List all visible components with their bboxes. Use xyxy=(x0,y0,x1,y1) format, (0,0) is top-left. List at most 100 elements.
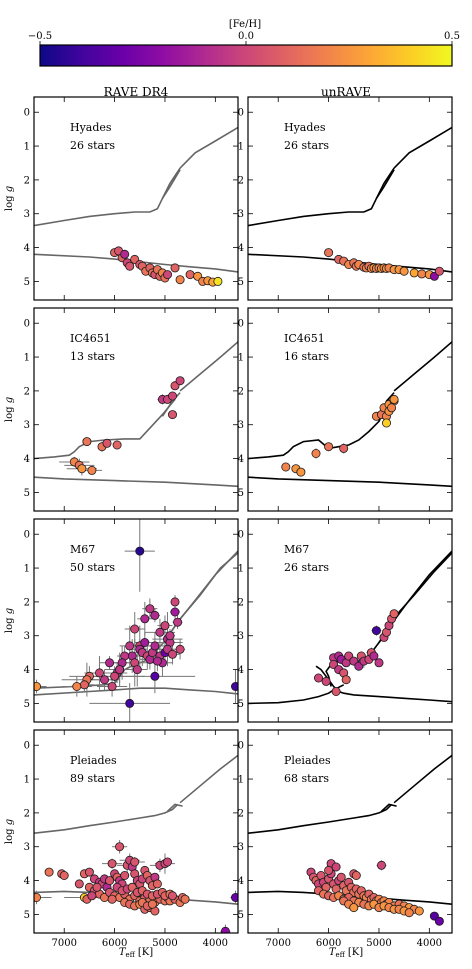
y-tick-label: 3 xyxy=(238,842,244,853)
x-label-symbol: T xyxy=(329,947,337,958)
colorbar: [Fe/H] −0.5 0.0 0.5 xyxy=(28,19,460,67)
star-count: 13 stars xyxy=(70,350,115,363)
y-tick-label: 2 xyxy=(238,175,244,186)
star-point xyxy=(110,671,120,681)
y-tick-label: 5 xyxy=(24,699,30,710)
isochrone-line xyxy=(166,803,183,812)
star-point xyxy=(87,465,97,475)
star-count: 68 stars xyxy=(284,772,329,785)
y-label-log: log xyxy=(4,403,15,422)
y-tick-label: 1 xyxy=(24,775,30,786)
star-point xyxy=(324,865,334,875)
star-point xyxy=(331,687,341,697)
star-point xyxy=(115,665,125,675)
column-title-unrave: unRAVE xyxy=(321,85,371,99)
star-point xyxy=(381,418,391,428)
star-point xyxy=(105,876,115,886)
y-tick-label: 1 xyxy=(24,353,30,364)
star-point xyxy=(371,626,381,636)
star-point xyxy=(140,638,150,648)
star-point xyxy=(77,464,87,474)
x-axis-label-right: Teff [K] xyxy=(329,947,363,959)
isochrone-line xyxy=(248,803,393,834)
isochrone-line xyxy=(179,341,238,392)
cluster-name: M67 xyxy=(70,543,95,556)
y-tick-label: 3 xyxy=(238,420,244,431)
y-tick-label: 0 xyxy=(24,530,30,541)
star-point xyxy=(155,627,165,637)
cluster-name: Pleiades xyxy=(284,754,331,767)
x-tick-label: 5000 xyxy=(366,938,391,949)
star-point xyxy=(185,270,195,280)
star-point xyxy=(145,604,155,614)
panel-frame xyxy=(247,96,453,301)
star-point xyxy=(175,275,185,285)
plot-area xyxy=(34,341,238,488)
star-point xyxy=(152,879,162,889)
isochrone-line xyxy=(161,167,181,199)
y-tick-label: 0 xyxy=(238,530,244,541)
plot-area xyxy=(248,126,452,281)
star-point xyxy=(147,899,157,909)
star-point xyxy=(336,872,346,882)
y-tick-label: 4 xyxy=(24,876,30,887)
star-point xyxy=(44,867,54,877)
star-count: 26 stars xyxy=(70,139,115,152)
star-point xyxy=(331,862,341,872)
panel-frame xyxy=(247,518,453,723)
panel-ic4651-unrave: 0 1 2 3 4 5 IC4651 16 stars xyxy=(238,307,453,512)
y-tick-label: 2 xyxy=(24,175,30,186)
panel-frame xyxy=(33,307,239,512)
y-tick-label: 3 xyxy=(24,420,30,431)
star-point xyxy=(84,867,94,877)
star-point xyxy=(175,376,185,386)
y-tick-label: 2 xyxy=(238,597,244,608)
y-tick-label: 2 xyxy=(24,386,30,397)
x-tick-label: 7000 xyxy=(51,938,76,949)
isochrone-line xyxy=(393,126,452,169)
star-point xyxy=(341,675,351,685)
panel-pleiades-rave-dr4: 0 1 2 3 4 5 7000 6000 5000 4000 Pleiades 89 stars xyxy=(24,729,239,949)
star-point xyxy=(152,656,162,666)
y-tick-label: 2 xyxy=(24,597,30,608)
y-axis-label: log g xyxy=(4,608,15,633)
panels: 0 1 2 3 4 5 Hyades 26 stars 0 1 2 3 4 5 Hyades 26 stars… xyxy=(24,96,453,949)
star-point xyxy=(92,882,102,892)
y-axis-label: log g xyxy=(4,819,15,844)
star-point xyxy=(165,631,175,641)
y-tick-label: 1 xyxy=(238,142,244,153)
star-point xyxy=(112,440,122,450)
star-point xyxy=(167,891,177,901)
y-tick-label: 0 xyxy=(238,319,244,330)
star-point xyxy=(387,403,397,413)
star-point xyxy=(125,641,135,651)
y-label-log: log xyxy=(4,614,15,633)
panel-ic4651-rave-dr4: 0 1 2 3 4 5 IC4651 13 stars xyxy=(24,307,239,512)
isochrone-line xyxy=(34,687,238,696)
y-tick-label: 3 xyxy=(24,842,30,853)
isochrone-line xyxy=(393,754,452,804)
x-tick-label: 4000 xyxy=(203,938,228,949)
star-point xyxy=(281,462,291,472)
y-tick-label: 0 xyxy=(24,319,30,330)
star-point xyxy=(125,261,135,271)
y-axis-label: log g xyxy=(4,186,15,211)
colorbar-tick-label: −0.5 xyxy=(28,31,52,42)
star-point xyxy=(130,624,140,634)
star-point xyxy=(132,665,142,675)
star-point xyxy=(349,903,359,913)
star-point xyxy=(120,871,130,881)
star-point xyxy=(120,249,130,259)
star-point xyxy=(231,893,238,902)
x-label-unit: [K] xyxy=(135,947,154,958)
star-point xyxy=(351,871,361,881)
star-point xyxy=(339,443,349,453)
star-point xyxy=(130,857,140,867)
colorbar-ticks: −0.5 0.0 0.5 xyxy=(28,31,460,45)
y-tick-label: 4 xyxy=(24,454,30,465)
star-point xyxy=(213,276,223,286)
column-title-rave-dr4: RAVE DR4 xyxy=(104,85,169,99)
y-tick-label: 2 xyxy=(238,386,244,397)
isochrone-line xyxy=(179,754,238,804)
